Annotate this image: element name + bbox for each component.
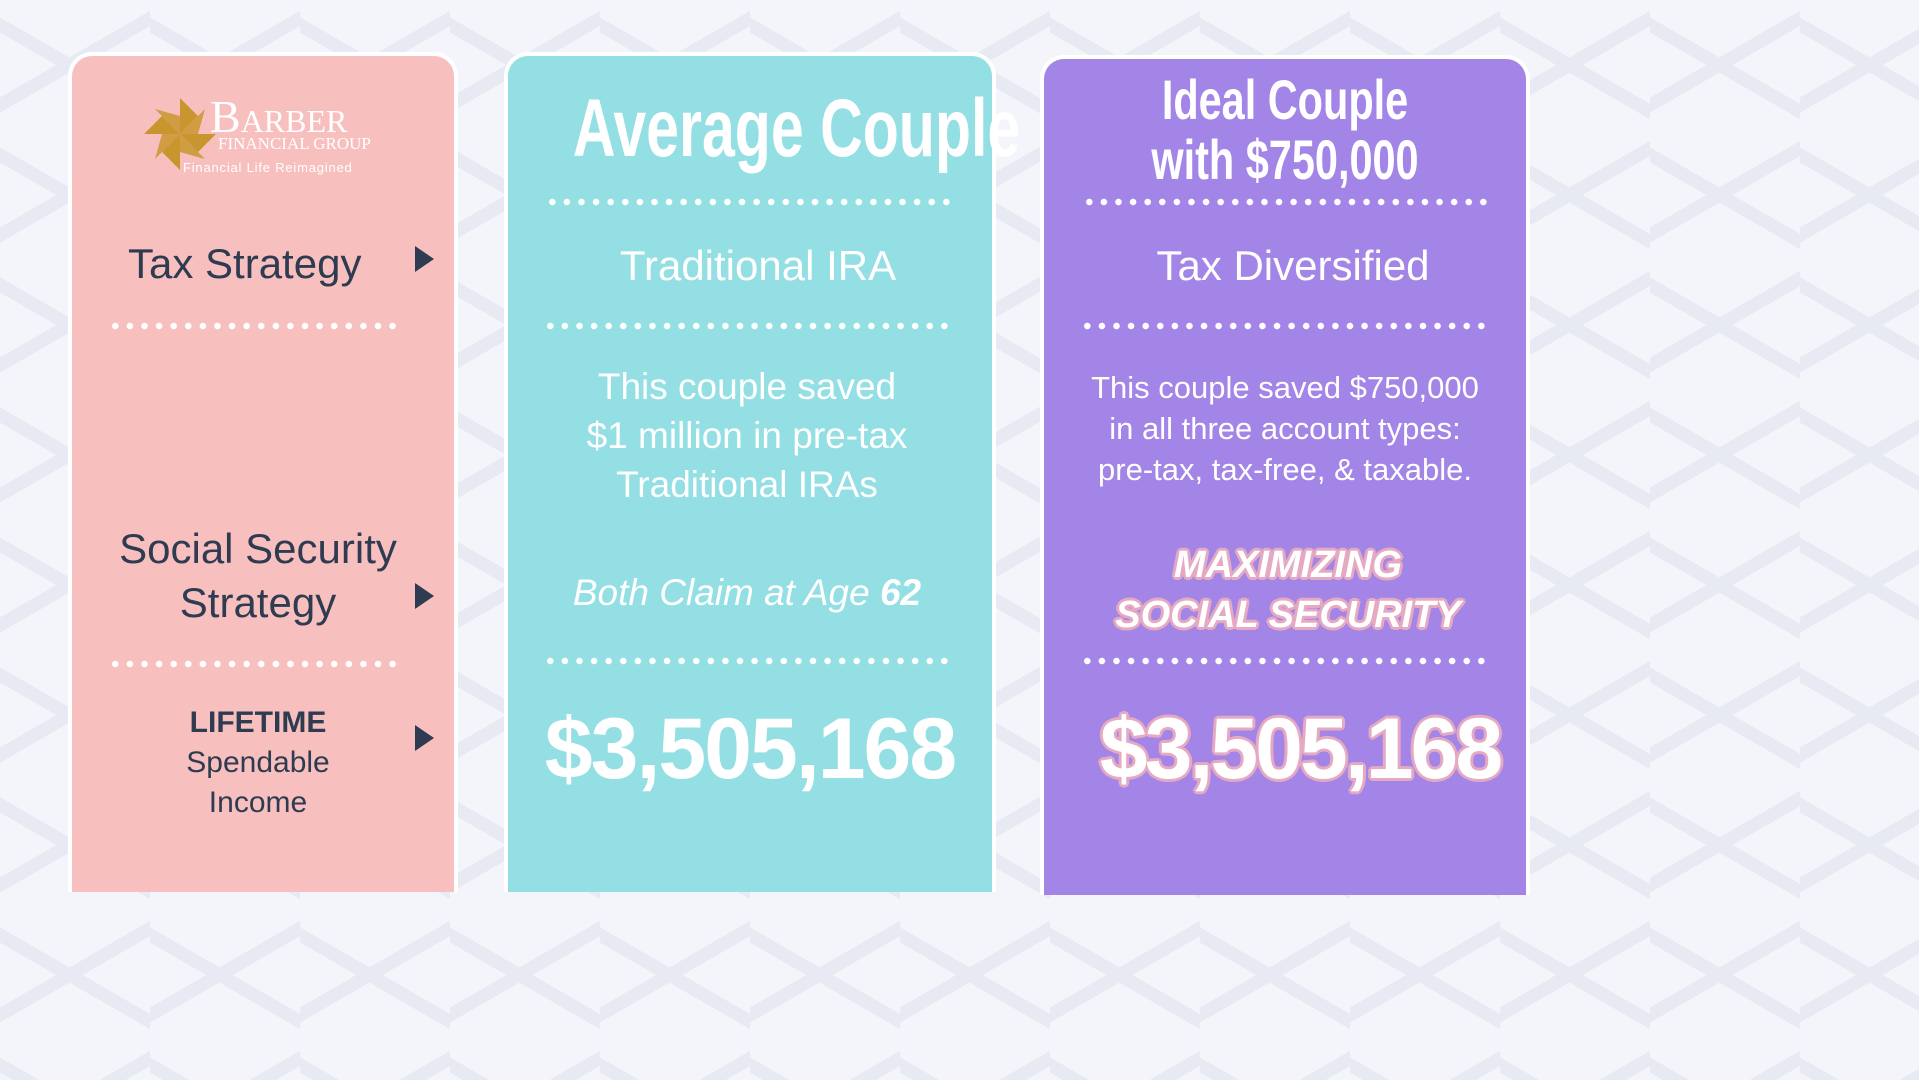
- divider: [1080, 657, 1488, 665]
- divider: [545, 198, 953, 206]
- divider: [1080, 322, 1488, 330]
- play-arrow-icon: [415, 725, 434, 751]
- social-security-line1: Social Security: [119, 525, 397, 572]
- average-couple-card: [504, 52, 996, 892]
- ideal-desc-line3: pre-tax, tax-free, & taxable.: [1098, 452, 1472, 487]
- lifetime-text: LIFETIME: [189, 706, 327, 739]
- ideal-title-line1: Ideal Couple: [1161, 68, 1409, 131]
- ideal-couple-title: Ideal Couple with $750,000: [1104, 70, 1467, 190]
- ideal-desc-line1: This couple saved $750,000: [1091, 370, 1479, 405]
- claim-age: 62: [879, 572, 922, 613]
- maximizing-social-security: MAXIMIZING SOCIAL SECURITY: [1040, 540, 1536, 640]
- average-claim-text: Both Claim at Age 62: [504, 572, 990, 614]
- ideal-title-line2: with $750,000: [1151, 128, 1419, 191]
- spendable-text: Spendable: [186, 746, 330, 779]
- ideal-amount: $3,505,168: [1099, 701, 1503, 797]
- claim-text: Both Claim at Age: [572, 572, 880, 613]
- labels-card: [68, 52, 458, 892]
- barber-logo: BARBER FINANCIAL GROUP Financial Life Re…: [140, 90, 400, 180]
- lifetime-income-label: LIFETIME Spendable Income: [108, 703, 408, 823]
- tax-strategy-label: Tax Strategy: [128, 240, 362, 287]
- average-desc-line3: Traditional IRAs: [616, 464, 878, 505]
- average-desc-line1: This couple saved: [597, 366, 897, 407]
- brand-name: BARBER: [210, 91, 348, 142]
- divider: [1082, 198, 1490, 206]
- income-text: Income: [208, 786, 308, 819]
- ideal-couple-card: [1040, 55, 1530, 895]
- social-security-label: Social Security Strategy: [90, 522, 426, 630]
- pinwheel-logo-icon: [144, 98, 216, 170]
- divider: [543, 322, 951, 330]
- divider: [108, 322, 402, 330]
- average-amount: $3,505,168: [544, 701, 957, 797]
- ideal-description: This couple saved $750,000 in all three …: [1040, 367, 1530, 490]
- divider: [543, 657, 951, 665]
- average-strategy: Traditional IRA: [619, 242, 897, 289]
- brand-tagline: Financial Life Reimagined: [183, 160, 353, 175]
- social-security-line2: Strategy: [179, 579, 337, 626]
- play-arrow-icon: [415, 583, 434, 609]
- average-desc-line2: $1 million in pre-tax: [586, 415, 908, 456]
- ideal-strategy: Tax Diversified: [1156, 242, 1430, 289]
- average-description: This couple saved $1 million in pre-tax …: [504, 362, 990, 509]
- play-arrow-icon: [415, 246, 434, 272]
- average-couple-title: Average Couple: [572, 83, 1021, 174]
- ideal-desc-line2: in all three account types:: [1109, 411, 1461, 446]
- maximizing-line2: SOCIAL SECURITY: [1115, 594, 1461, 636]
- brand-sub: FINANCIAL GROUP: [218, 134, 371, 153]
- divider: [108, 660, 402, 668]
- maximizing-line1: MAXIMIZING: [1174, 544, 1402, 586]
